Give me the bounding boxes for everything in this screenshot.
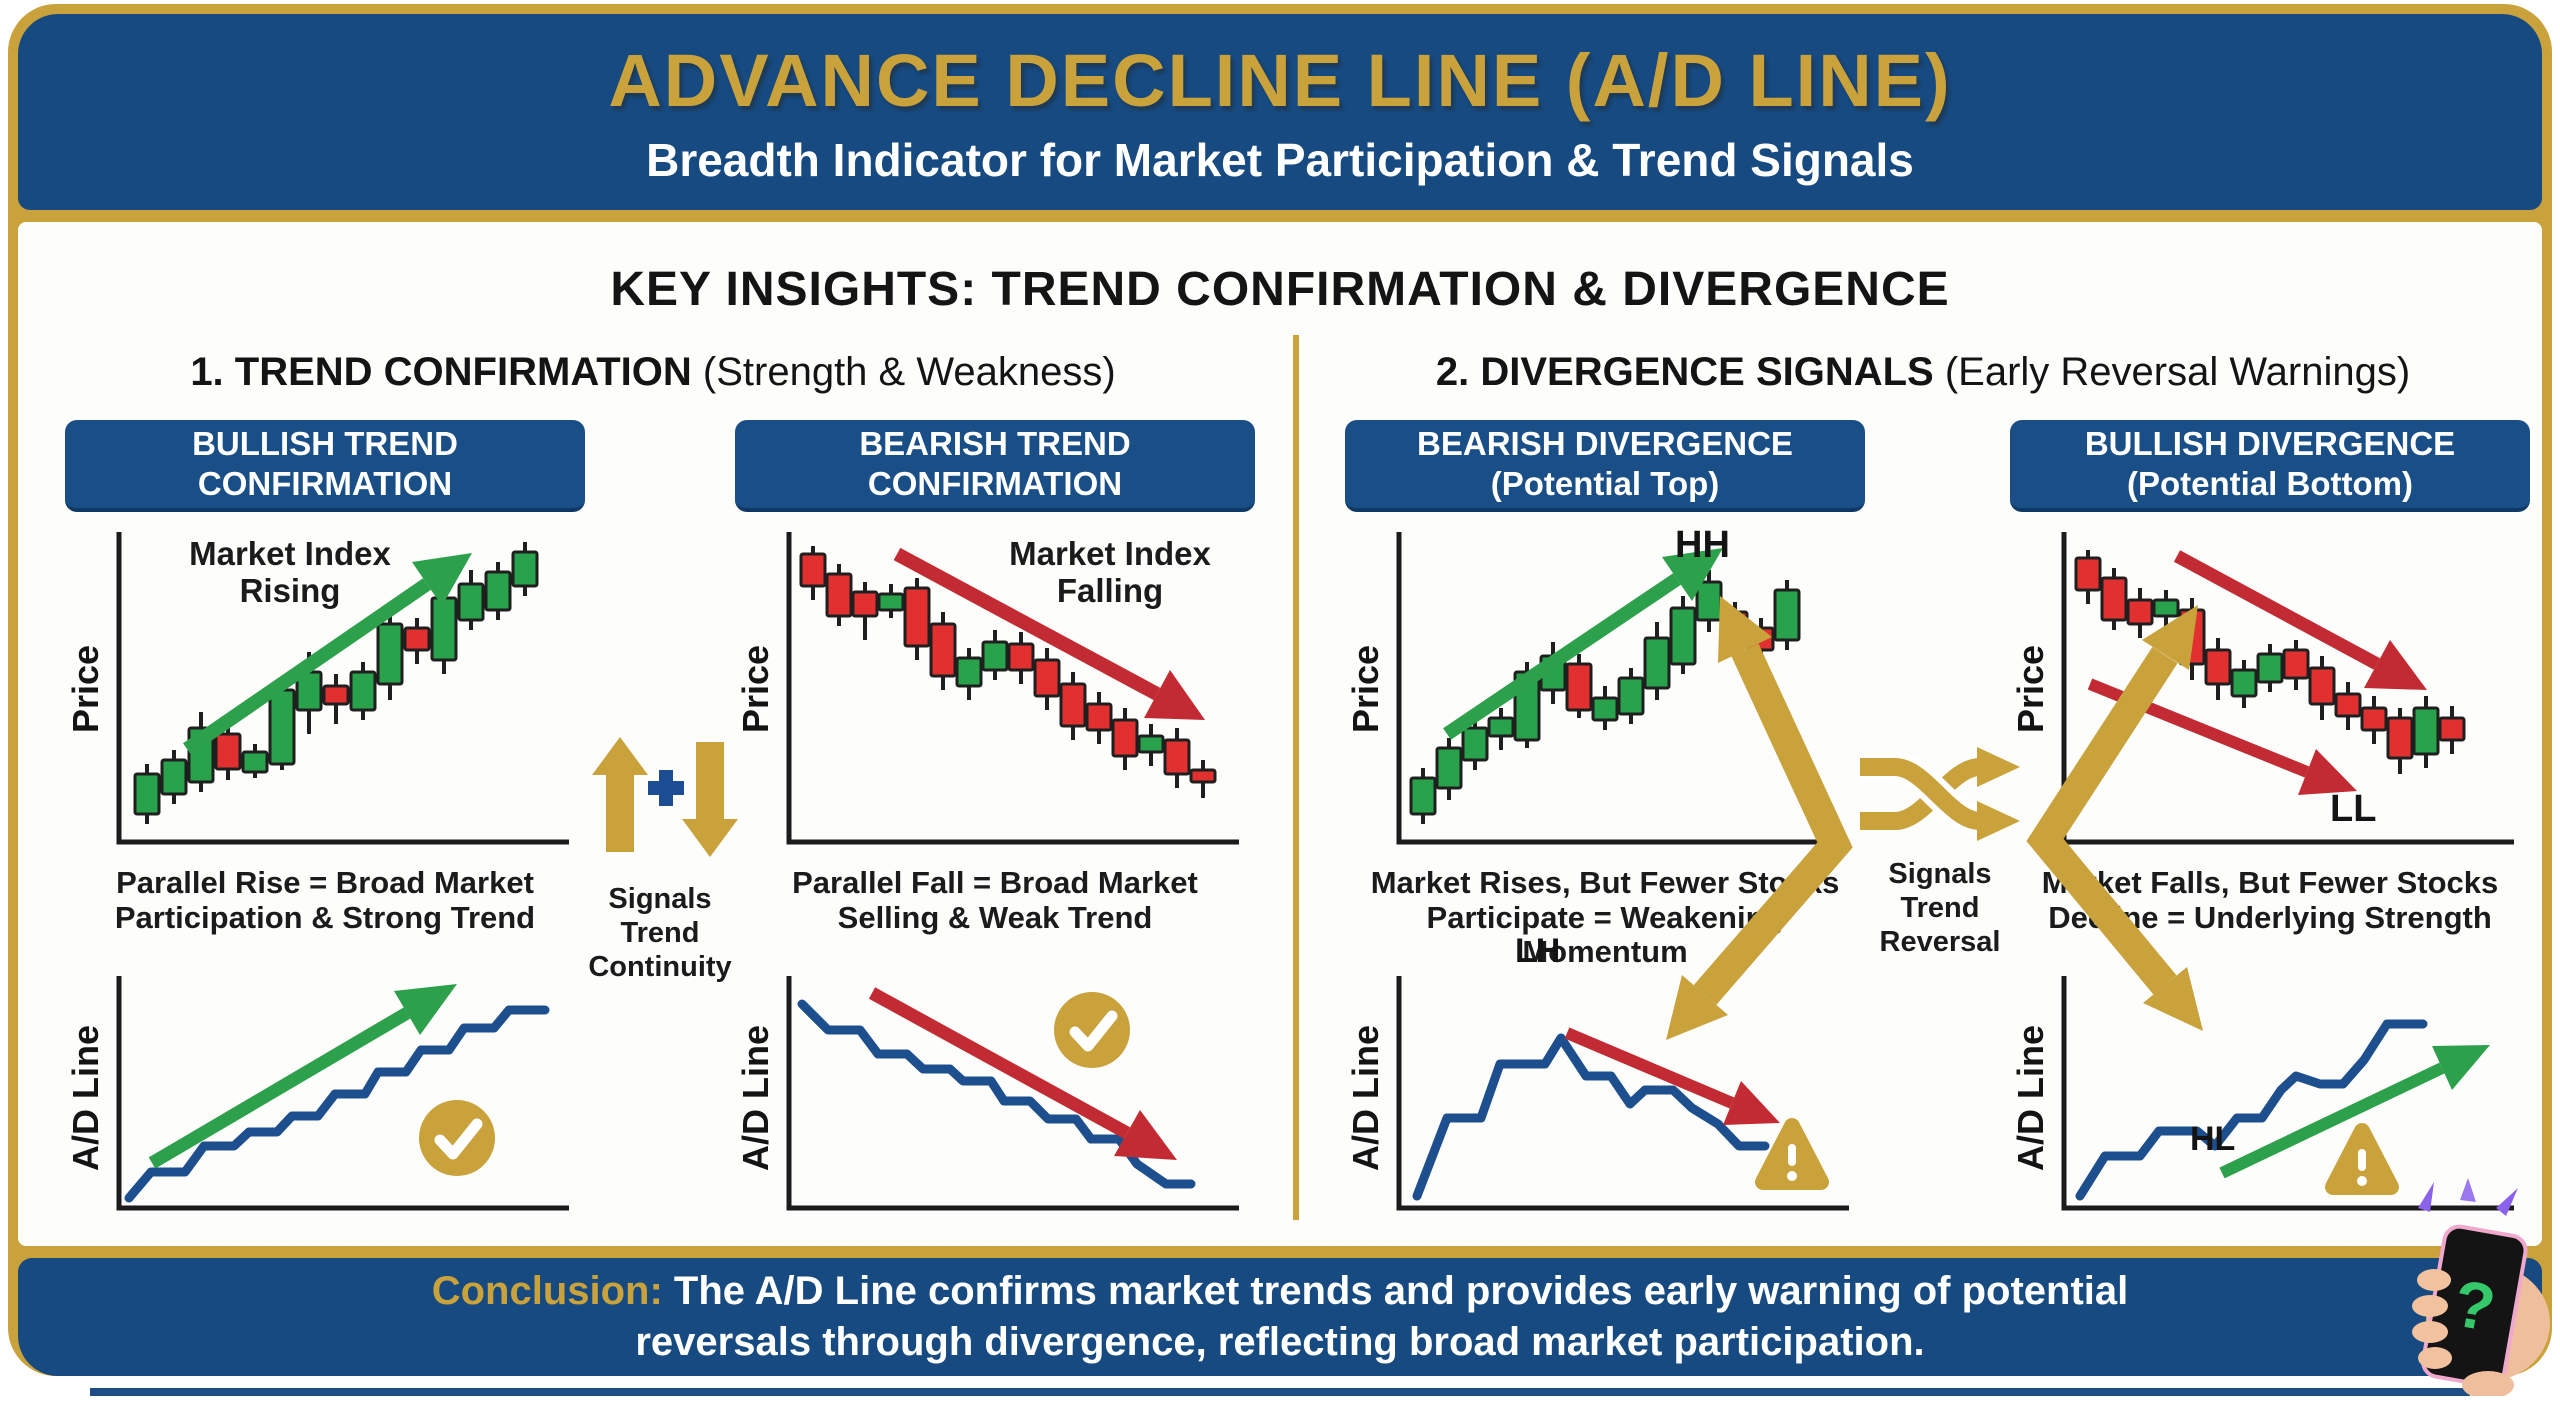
chart-axis: [786, 532, 1239, 845]
divergence-zigzag-arrow-left: [1666, 596, 1853, 1040]
spark-icon: [2496, 1188, 2518, 1216]
phone-hand-graphic: ?: [2388, 1178, 2560, 1399]
price-chart-bullish: [116, 532, 569, 845]
key-insights-heading: KEY INSIGHTS: TREND CONFIRMATION & DIVER…: [610, 263, 1950, 316]
lower-high-label: LH: [1515, 932, 1561, 970]
chart-axis: [786, 976, 1239, 1211]
continuity-label: Signals Trend Continuity: [588, 883, 732, 984]
caption-underlying-strength: Market Falls, But Fewer Stocks Decline =…: [2041, 865, 2499, 935]
chart-axis: [1396, 532, 1849, 845]
higher-high-label: HH: [1675, 524, 1730, 566]
ad-line-chart-rising: [116, 976, 569, 1211]
conclusion-text: Conclusion: The A/D Line confirms market…: [380, 1266, 2180, 1368]
lower-low-label: LL: [2330, 788, 2377, 830]
chart-axis: [116, 532, 569, 845]
section-divider: [1293, 335, 1299, 1220]
chart-axis: [1396, 976, 1849, 1211]
section-2-title: 2. DIVERGENCE SIGNALS: [1435, 350, 1934, 394]
candlesticks-rising: [133, 542, 539, 824]
chart-axis: [116, 976, 569, 1211]
panel-bullish-confirmation: BULLISH TREND CONFIRMATION Price Market …: [65, 420, 585, 1232]
falling-trend-arrow: [1564, 1027, 1780, 1125]
spark-icon: [2418, 1182, 2434, 1212]
ad-line-axis-label: A/D Line: [65, 1025, 106, 1172]
phone-hand-svg: ?: [2412, 1178, 2550, 1399]
divergence-zigzag-arrow-right: [2026, 605, 2203, 1031]
panel-bullish-divergence: BULLISH DIVERGENCE (Potential Bottom) Pr…: [2010, 420, 2530, 1232]
thumb: [2462, 1371, 2514, 1399]
annotation-market-index-falling: Market Index Falling: [1009, 535, 1211, 609]
page-title: ADVANCE DECLINE LINE (A/D LINE): [608, 38, 1952, 122]
caption-weakening-momentum: Market Rises, But Fewer Stocks Participa…: [1370, 865, 1840, 970]
up-arrow-icon: [592, 737, 648, 852]
annotation-market-index-rising: Market Index Rising: [189, 535, 391, 609]
ad-line-series: [124, 1005, 550, 1203]
ad-line-chart-lower-high: [1396, 976, 1849, 1211]
finger: [2417, 1269, 2451, 1291]
section-1-subtitle: (Strength & Weakness): [691, 350, 1116, 394]
ad-line-series: [1412, 1033, 1770, 1201]
price-axis-label: Price: [1345, 644, 1386, 734]
badge-bearish-trend-confirmation: BEARISH TREND CONFIRMATION: [735, 420, 1255, 512]
infographic-frame: ADVANCE DECLINE LINE (A/D LINE) Breadth …: [8, 4, 2552, 1376]
chart-axis: [2061, 976, 2514, 1211]
higher-low-label: HL: [2190, 1120, 2236, 1158]
shuffle-arrows-icon: [1860, 747, 2020, 841]
ad-line-axis-label: A/D Line: [1345, 1025, 1386, 1172]
badge-bullish-trend-confirmation: BULLISH TREND CONFIRMATION: [65, 420, 585, 512]
falling-trend-arrow: [893, 547, 1205, 720]
candlesticks-falling: [2074, 550, 2466, 774]
finger: [2412, 1295, 2448, 1317]
smartphone: ?: [2421, 1224, 2528, 1388]
up-down-arrows-icon: [592, 737, 738, 857]
ad-line-chart-higher-low: [2061, 976, 2514, 1211]
page-subtitle: Breadth Indicator for Market Participati…: [646, 133, 1914, 186]
section-heading-trend-confirmation: 1. TREND CONFIRMATION (Strength & Weakne…: [18, 350, 1288, 395]
falling-trend-arrow-upper: [2173, 550, 2427, 690]
falling-trend-arrow: [868, 987, 1177, 1160]
conclusion-banner: Conclusion: The A/D Line confirms market…: [18, 1258, 2542, 1376]
badge-bullish-divergence: BULLISH DIVERGENCE (Potential Bottom): [2010, 420, 2530, 512]
check-icon: [419, 1100, 495, 1176]
ad-line-series: [2075, 1019, 2428, 1201]
down-arrow-icon: [682, 742, 738, 857]
reversal-label: Signals Trend Reversal: [1879, 858, 2001, 959]
rising-trend-arrow: [1443, 548, 1723, 740]
section-1-title: 1. TREND CONFIRMATION: [190, 350, 692, 394]
section-2-subtitle: (Early Reversal Warnings): [1933, 350, 2411, 394]
finger: [2418, 1347, 2452, 1369]
ad-line-chart-falling: [786, 976, 1239, 1211]
warning-icon: [1755, 1118, 1829, 1190]
check-icon: [1054, 992, 1130, 1068]
rising-trend-arrow: [2219, 1045, 2490, 1179]
caption-parallel-rise: Parallel Rise = Broad Market Participati…: [114, 865, 536, 935]
finger: [2412, 1321, 2448, 1343]
connector-trend-continuity: Signals Trend Continuity: [575, 737, 745, 1037]
spark-icon: [2460, 1178, 2476, 1202]
connector-trend-reversal: Signals Trend Reversal: [1855, 737, 2025, 1037]
conclusion-body: The A/D Line confirms market trends and …: [635, 1268, 2129, 1364]
bottom-edge-strip: [90, 1388, 2470, 1396]
body-canvas: KEY INSIGHTS: TREND CONFIRMATION & DIVER…: [18, 222, 2542, 1246]
warning-icon: [2325, 1123, 2399, 1195]
header-banner: ADVANCE DECLINE LINE (A/D LINE) Breadth …: [18, 14, 2542, 210]
panel-bearish-divergence: BEARISH DIVERGENCE (Potential Top) Price…: [1345, 420, 1865, 1232]
section-heading-divergence-signals: 2. DIVERGENCE SIGNALS (Early Reversal Wa…: [1308, 350, 2538, 395]
price-axis-label: Price: [65, 644, 106, 734]
badge-bearish-divergence: BEARISH DIVERGENCE (Potential Top): [1345, 420, 1865, 512]
price-chart-bearish: [786, 532, 1239, 845]
conclusion-label: Conclusion:: [431, 1268, 663, 1313]
rising-trend-arrow: [183, 553, 472, 755]
panel-bearish-confirmation: BEARISH TREND CONFIRMATION Price Market …: [735, 420, 1255, 1232]
rising-trend-arrow: [148, 984, 457, 1169]
caption-parallel-fall: Parallel Fall = Broad Market Selling & W…: [792, 865, 1198, 935]
candlesticks-falling: [799, 546, 1217, 798]
